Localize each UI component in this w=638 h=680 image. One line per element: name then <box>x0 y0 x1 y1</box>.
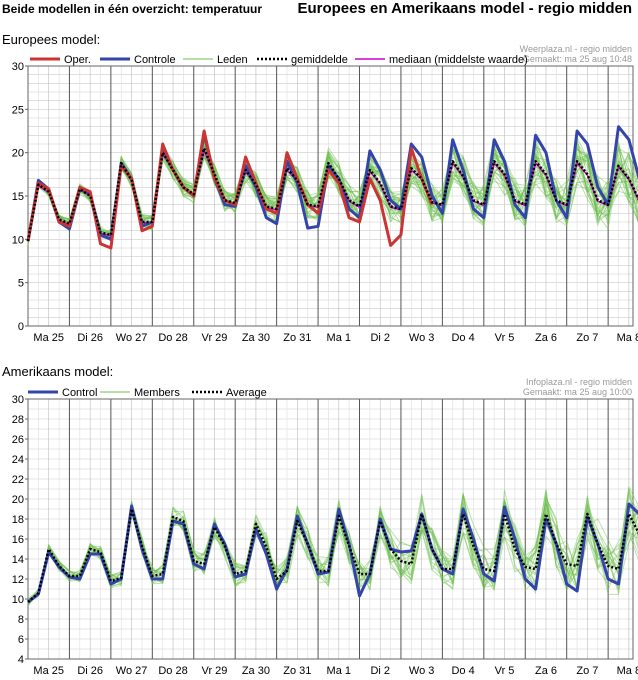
page-title: Europees en Amerikaans model - regio mid… <box>297 0 632 17</box>
chart1-member-line <box>27 137 638 242</box>
chart1-ytick-label: 20 <box>12 148 24 160</box>
chart1-ytick-label: 0 <box>18 321 24 333</box>
chart2-day-label: Vr 29 <box>202 665 228 677</box>
chart1-day-label: Ma 8 <box>617 332 638 344</box>
chart2-day-label: Ma 1 <box>327 665 351 677</box>
chart2-day-label: Za 30 <box>242 665 270 677</box>
chart1-day-label: Zo 7 <box>576 332 598 344</box>
chart2-day-label: Wo 27 <box>116 665 148 677</box>
chart1-day-label: Di 2 <box>370 332 390 344</box>
chart2-day-label: Di 26 <box>77 665 103 677</box>
chart1-day-label: Do 28 <box>158 332 187 344</box>
chart1-day-label: Za 30 <box>242 332 270 344</box>
chart2-ytick-label: 28 <box>12 414 24 426</box>
chart1-title: Europees model: <box>2 32 101 47</box>
chart1-plot: 0 5 10 15 20 25 30 Ma 25 Di 26 Wo 27 Do 28 Vr 29 Za … <box>12 61 638 344</box>
chart1-legend-label: Controle <box>134 54 176 66</box>
chart2-day-label: Do 28 <box>158 665 187 677</box>
chart2-day-label: Zo 7 <box>576 665 598 677</box>
chart1-legend-label: mediaan (middelste waarde) <box>389 54 528 66</box>
chart2-legend-label: Members <box>134 387 180 399</box>
chart2-ytick-label: 20 <box>12 494 24 506</box>
chart1-day-label: Vr 5 <box>495 332 515 344</box>
chart2-ytick-label: 30 <box>12 394 24 406</box>
chart1-ytick-label: 25 <box>12 104 24 116</box>
chart2-frame <box>27 398 634 660</box>
chart2-day-label: Di 2 <box>370 665 390 677</box>
chart2-ytick-label: 8 <box>18 614 24 626</box>
chart1-legend: Oper. Controle Leden gemiddelde mediaan (mid… <box>30 54 528 66</box>
chart1-legend-label: Oper. <box>64 54 91 66</box>
chart1-ytick-label: 5 <box>18 278 24 290</box>
chart2-ytick-label: 12 <box>12 574 24 586</box>
chart1-day-label: Di 26 <box>77 332 103 344</box>
chart2-ytick-label: 4 <box>18 654 24 666</box>
chart2-title: Amerikaans model: <box>2 364 114 379</box>
chart2-day-label: Do 4 <box>451 665 474 677</box>
chart1-credit-date: Gemaakt: ma 25 aug 10:48 <box>522 54 632 64</box>
chart2-credit-date: Gemaakt: ma 25 aug 10:00 <box>522 387 632 397</box>
chart2-credit: Infoplaza.nl - regio midden Gemaakt: ma … <box>523 377 632 397</box>
chart1-legend-label: gemiddelde <box>291 54 348 66</box>
chart1-member-line <box>27 141 638 244</box>
chart1-day-label: Wo 3 <box>409 332 434 344</box>
chart2-mean-line <box>27 507 638 603</box>
chart1-mean-line <box>26 147 638 242</box>
chart2-day-label: Zo 31 <box>283 665 311 677</box>
chart1-day-label: Ma 25 <box>33 332 64 344</box>
chart2-legend-label: Average <box>226 387 267 399</box>
chart2-plot: 4 6 8 10 12 14 16 18 20 22 24 26 28 30 Ma 25 Di 26 Wo 27… <box>12 394 638 677</box>
chart1-ytick-label: 30 <box>12 61 24 73</box>
chart2-ytick-label: 24 <box>12 454 24 466</box>
chart2-day-label: Ma 25 <box>33 665 64 677</box>
chart1-day-label: Vr 29 <box>202 332 228 344</box>
chart1-day-label: Ma 1 <box>327 332 351 344</box>
chart1-day-label: Wo 27 <box>116 332 148 344</box>
chart2-day-label: Za 6 <box>535 665 557 677</box>
chart2-legend-label: Control <box>62 387 97 399</box>
chart1-series <box>26 125 638 250</box>
chart1-day-label: Za 6 <box>535 332 557 344</box>
chart1-credit-source: Weerplaza.nl - regio midden <box>519 44 632 54</box>
chart2-ytick-label: 16 <box>12 534 24 546</box>
chart1-credit: Weerplaza.nl - regio midden Gemaakt: ma … <box>520 44 632 64</box>
chart1-ytick-label: 10 <box>12 234 24 246</box>
chart2-ytick-label: 6 <box>18 634 24 646</box>
chart2-ytick-label: 10 <box>12 594 24 606</box>
chart1-day-label: Do 4 <box>451 332 474 344</box>
chart1-member-line <box>27 139 638 245</box>
chart1-ytick-label: 15 <box>12 191 24 203</box>
chart1-member-line <box>27 141 638 243</box>
chart1-legend-label: Leden <box>217 54 248 66</box>
chart2-day-label: Vr 5 <box>495 665 515 677</box>
chart2-ytick-label: 26 <box>12 434 24 446</box>
chart2-ytick-label: 22 <box>12 474 24 486</box>
page-subtitle: Beide modellen in één overzicht: tempera… <box>2 2 263 16</box>
chart2-legend: Control Members Average <box>28 387 267 399</box>
chart1-member-line <box>27 138 638 243</box>
chart2-credit-source: Infoplaza.nl - regio midden <box>525 377 632 387</box>
chart2-day-label: Wo 3 <box>409 665 434 677</box>
chart2-series <box>27 486 638 607</box>
chart2-ytick-label: 14 <box>12 554 24 566</box>
chart1-day-label: Zo 31 <box>283 332 311 344</box>
chart2-ytick-label: 18 <box>12 514 24 526</box>
chart2-day-label: Ma 8 <box>617 665 638 677</box>
